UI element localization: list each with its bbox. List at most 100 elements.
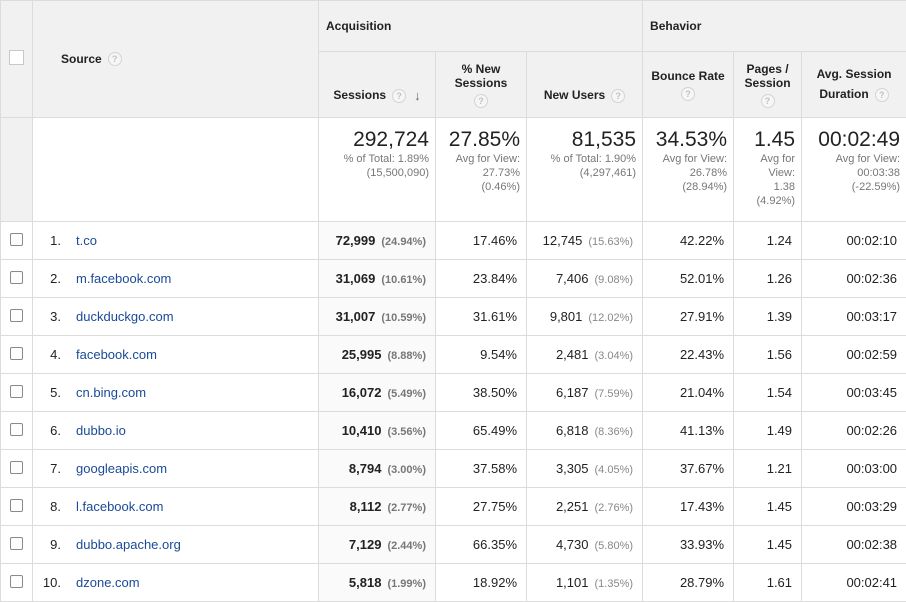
row-checkbox[interactable] bbox=[10, 309, 23, 322]
sessions-cell: 7,129(2.44%) bbox=[319, 526, 436, 564]
help-circle-icon[interactable]: ? bbox=[108, 52, 122, 66]
row-index: 10. bbox=[33, 575, 61, 590]
new-users-value: 6,818 bbox=[556, 423, 589, 438]
row-checkbox-cell[interactable] bbox=[1, 298, 33, 336]
totals-bounce-rate-sub2: 26.78% bbox=[643, 166, 727, 180]
sessions-percent: (5.49%) bbox=[387, 388, 426, 400]
bounce-rate-header[interactable]: Bounce Rate ? bbox=[643, 52, 734, 118]
sessions-percent: (10.61%) bbox=[381, 274, 426, 286]
row-checkbox-cell[interactable] bbox=[1, 374, 33, 412]
new-sessions-header[interactable]: % New Sessions ? bbox=[436, 52, 527, 118]
new-users-cell: 9,801(12.02%) bbox=[527, 298, 643, 336]
row-checkbox[interactable] bbox=[10, 347, 23, 360]
row-index: 9. bbox=[33, 537, 61, 552]
totals-new-users-cell: 81,535 % of Total: 1.90% (4,297,461) bbox=[527, 118, 643, 222]
table-row: 5.cn.bing.com 16,072(5.49%) 38.50% 6,187… bbox=[1, 374, 906, 412]
totals-bounce-rate-sub3: (28.94%) bbox=[643, 180, 727, 194]
source-link[interactable]: duckduckgo.com bbox=[76, 309, 174, 324]
new-users-value: 4,730 bbox=[556, 537, 589, 552]
totals-sessions-sub1: % of Total: 1.89% bbox=[319, 152, 429, 166]
row-checkbox[interactable] bbox=[10, 385, 23, 398]
new-users-cell: 3,305 (4.05%) bbox=[527, 450, 643, 488]
totals-duration-cell: 00:02:49 Avg for View: 00:03:38 (-22.59%… bbox=[802, 118, 906, 222]
sessions-header-label: Sessions bbox=[333, 88, 386, 102]
help-circle-icon[interactable]: ? bbox=[474, 94, 488, 108]
bounce-rate-cell: 52.01% bbox=[643, 260, 734, 298]
pages-session-cell: 1.24 bbox=[734, 222, 802, 260]
select-all-checkbox[interactable] bbox=[9, 50, 24, 65]
totals-pages-sub2: View: bbox=[734, 166, 795, 180]
row-checkbox[interactable] bbox=[10, 271, 23, 284]
row-checkbox-cell[interactable] bbox=[1, 488, 33, 526]
pages-session-header[interactable]: Pages / Session ? bbox=[734, 52, 802, 118]
source-link[interactable]: dzone.com bbox=[76, 575, 140, 590]
source-header[interactable]: Source? bbox=[33, 1, 319, 118]
new-users-cell: 4,730(5.80%) bbox=[527, 526, 643, 564]
help-circle-icon[interactable]: ? bbox=[611, 89, 625, 103]
row-checkbox-cell[interactable] bbox=[1, 336, 33, 374]
source-link[interactable]: cn.bing.com bbox=[76, 385, 146, 400]
new-users-header-label: New Users bbox=[544, 88, 605, 102]
totals-bounce-rate-sub1: Avg for View: bbox=[643, 152, 727, 166]
duration-cell: 00:02:26 bbox=[802, 412, 906, 450]
new-users-value: 2,481 bbox=[556, 347, 589, 362]
table-row: 9.dubbo.apache.org 7,129(2.44%) 66.35% 4… bbox=[1, 526, 906, 564]
duration-cell: 00:02:36 bbox=[802, 260, 906, 298]
source-link[interactable]: t.co bbox=[76, 233, 97, 248]
row-checkbox[interactable] bbox=[10, 233, 23, 246]
new-users-header[interactable]: New Users? bbox=[527, 52, 643, 118]
help-circle-icon[interactable]: ? bbox=[761, 94, 775, 108]
sessions-value: 8,112 bbox=[350, 499, 382, 514]
source-link[interactable]: l.facebook.com bbox=[76, 499, 163, 514]
arrow-down-icon[interactable]: ↓ bbox=[414, 89, 421, 103]
new-users-percent: (15.63%) bbox=[588, 236, 633, 248]
sessions-header[interactable]: Sessions? ↓ bbox=[319, 52, 436, 118]
sessions-value: 31,007 bbox=[336, 309, 376, 324]
totals-bounce-rate-cell: 34.53% Avg for View: 26.78% (28.94%) bbox=[643, 118, 734, 222]
row-checkbox[interactable] bbox=[10, 499, 23, 512]
row-checkbox[interactable] bbox=[10, 423, 23, 436]
table-row: 8.l.facebook.com 8,112(2.77%) 27.75% 2,2… bbox=[1, 488, 906, 526]
source-link[interactable]: googleapis.com bbox=[76, 461, 167, 476]
new-sessions-cell: 17.46% bbox=[436, 222, 527, 260]
row-checkbox-cell[interactable] bbox=[1, 412, 33, 450]
source-link[interactable]: dubbo.io bbox=[76, 423, 126, 438]
avg-session-duration-header[interactable]: Avg. Session Duration? bbox=[802, 52, 906, 118]
select-all-cell[interactable] bbox=[1, 1, 33, 118]
new-users-percent: (4.05%) bbox=[595, 464, 634, 476]
help-circle-icon[interactable]: ? bbox=[681, 87, 695, 101]
new-users-cell: 12,745(15.63%) bbox=[527, 222, 643, 260]
table-body: 1.t.co 72,999(24.94%) 17.46% 12,745(15.6… bbox=[1, 222, 906, 602]
source-link[interactable]: dubbo.apache.org bbox=[76, 537, 181, 552]
bounce-rate-cell: 17.43% bbox=[643, 488, 734, 526]
new-sessions-cell: 27.75% bbox=[436, 488, 527, 526]
new-users-value: 3,305 bbox=[556, 461, 589, 476]
source-link[interactable]: facebook.com bbox=[76, 347, 157, 362]
help-circle-icon[interactable]: ? bbox=[392, 89, 406, 103]
row-checkbox-cell[interactable] bbox=[1, 526, 33, 564]
duration-cell: 00:03:17 bbox=[802, 298, 906, 336]
duration-header-line1: Avg. Session bbox=[802, 67, 906, 81]
row-checkbox-cell[interactable] bbox=[1, 222, 33, 260]
pages-session-cell: 1.61 bbox=[734, 564, 802, 602]
row-checkbox[interactable] bbox=[10, 537, 23, 550]
row-checkbox[interactable] bbox=[10, 461, 23, 474]
help-circle-icon[interactable]: ? bbox=[875, 88, 889, 102]
totals-row: 292,724 % of Total: 1.89% (15,500,090) 2… bbox=[1, 118, 906, 222]
pages-session-cell: 1.45 bbox=[734, 526, 802, 564]
row-checkbox[interactable] bbox=[10, 575, 23, 588]
row-checkbox-cell[interactable] bbox=[1, 260, 33, 298]
table-row: 2.m.facebook.com 31,069(10.61%) 23.84% 7… bbox=[1, 260, 906, 298]
new-users-percent: (12.02%) bbox=[588, 312, 633, 324]
totals-new-sessions-cell: 27.85% Avg for View: 27.73% (0.46%) bbox=[436, 118, 527, 222]
new-sessions-cell: 9.54% bbox=[436, 336, 527, 374]
table-row: 4.facebook.com 25,995(8.88%) 9.54% 2,481… bbox=[1, 336, 906, 374]
bounce-rate-cell: 21.04% bbox=[643, 374, 734, 412]
new-users-cell: 7,406(9.08%) bbox=[527, 260, 643, 298]
row-checkbox-cell[interactable] bbox=[1, 450, 33, 488]
row-checkbox-cell[interactable] bbox=[1, 564, 33, 602]
source-cell: 2.m.facebook.com bbox=[33, 260, 319, 298]
source-link[interactable]: m.facebook.com bbox=[76, 271, 171, 286]
sessions-value: 5,818 bbox=[349, 575, 382, 590]
